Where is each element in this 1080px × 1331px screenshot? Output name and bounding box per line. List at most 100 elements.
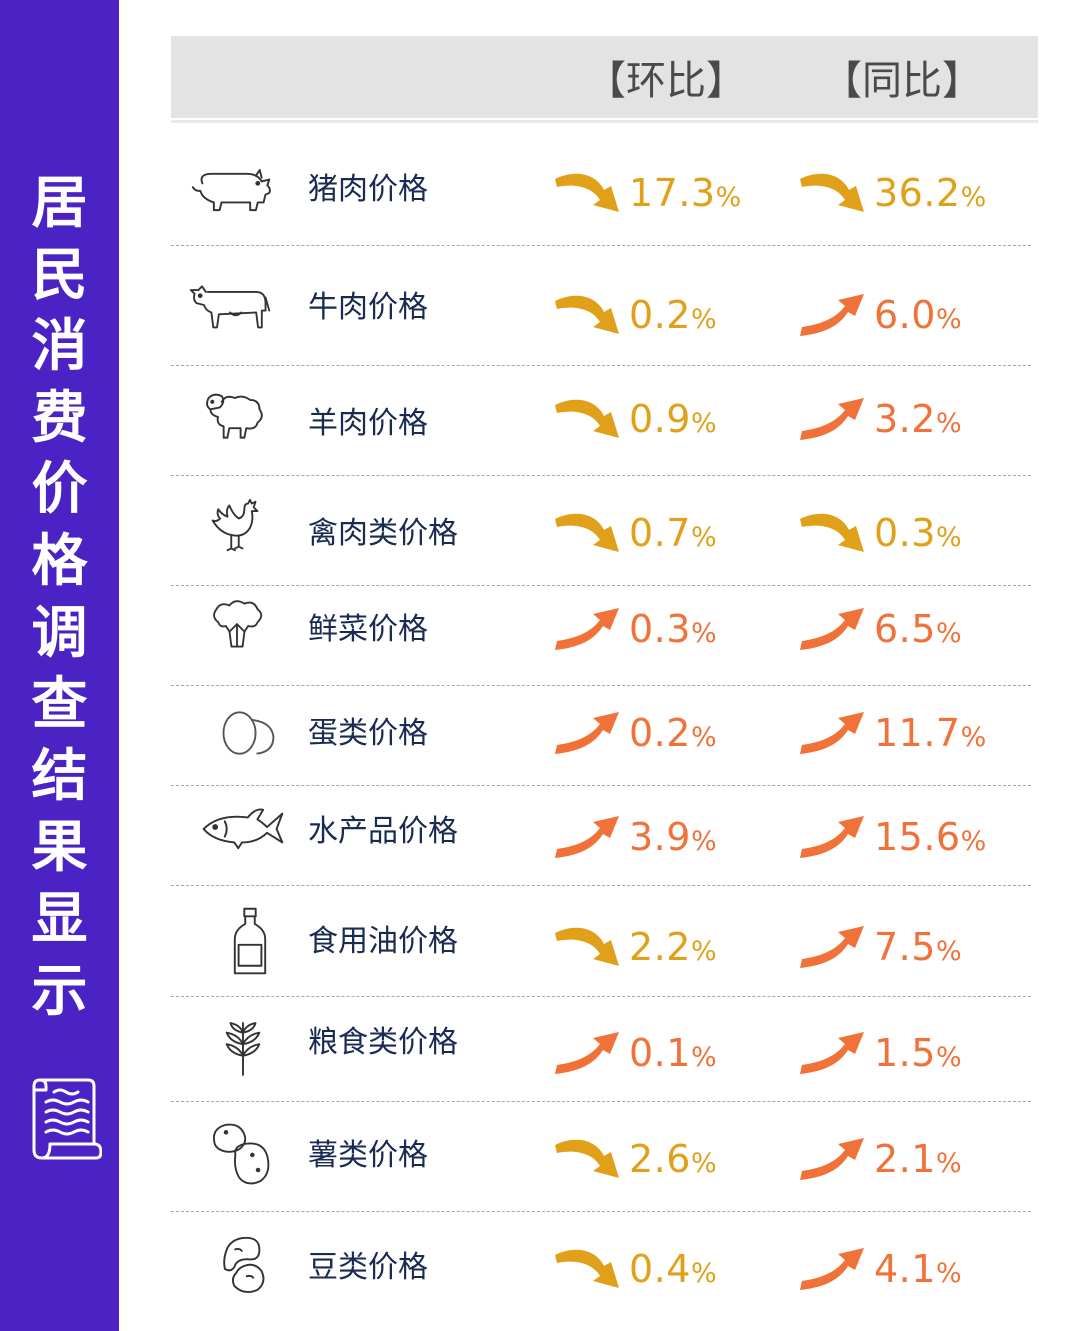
table-row: 食用油价格 2.2% 7.5% — [171, 886, 1031, 997]
value-number: 15.6 — [874, 815, 961, 859]
value-number: 0.7 — [629, 511, 691, 555]
header-divider — [171, 120, 1038, 123]
arrow-down-icon — [553, 1134, 623, 1184]
row-label: 牛肉价格 — [308, 290, 428, 325]
arrow-up-icon — [553, 812, 623, 862]
value-number: 3.9 — [629, 815, 691, 859]
arrow-up-icon — [798, 922, 868, 972]
row-divider — [171, 365, 1031, 366]
row-label: 禽肉类价格 — [308, 516, 458, 551]
row-divider — [171, 245, 1031, 246]
arrow-down-icon — [553, 168, 623, 218]
value-number: 6.0 — [874, 293, 936, 337]
title-char: 费 — [31, 385, 88, 451]
value-unit: % — [690, 522, 718, 553]
value-number: 11.7 — [874, 711, 961, 755]
title-char: 居 — [31, 171, 88, 236]
title-char: 消 — [31, 314, 88, 380]
row-label: 豆类价格 — [308, 1250, 428, 1285]
percent-value: 0.3% — [874, 510, 962, 561]
value-unit: % — [960, 722, 987, 753]
value-number: 0.3 — [629, 607, 691, 651]
row-divider — [171, 1211, 1031, 1212]
value-number: 6.5 — [874, 607, 936, 651]
table-row: 猪肉价格 17.3% 36.2% — [171, 126, 1031, 246]
value-unit: % — [935, 304, 963, 335]
table-row: 鲜菜价格 0.3% 6.5% — [171, 586, 1031, 686]
value-unit: % — [935, 408, 963, 439]
value-unit: % — [690, 304, 718, 335]
value-unit: % — [690, 1258, 718, 1289]
row-divider — [171, 996, 1031, 997]
percent-value: 0.9% — [629, 396, 717, 447]
title-char: 示 — [31, 958, 88, 1024]
value-unit: % — [960, 182, 987, 213]
column-header-mom: 【环比】 — [586, 58, 746, 104]
arrow-up-icon — [798, 290, 868, 340]
row-divider — [171, 475, 1031, 476]
percent-value: 3.9% — [629, 814, 717, 865]
title-char: 显 — [31, 886, 88, 952]
arrow-up-icon — [553, 1028, 623, 1078]
table-row: 水产品价格 3.9% 15.6% — [171, 786, 1031, 886]
value-number: 0.4 — [629, 1247, 691, 1291]
value-unit: % — [935, 1042, 963, 1073]
arrow-down-icon — [553, 290, 623, 340]
cow-icon — [189, 278, 273, 336]
row-divider — [171, 585, 1031, 586]
arrow-down-icon — [553, 508, 623, 558]
arrow-up-icon — [798, 708, 868, 758]
percent-value: 0.3% — [629, 606, 717, 657]
title-char: 价 — [31, 457, 88, 523]
arrow-up-icon — [553, 604, 623, 654]
row-label: 食用油价格 — [308, 924, 458, 959]
rooster-icon — [207, 498, 263, 558]
arrow-down-icon — [553, 922, 623, 972]
percent-value: 0.7% — [629, 510, 717, 561]
percent-value: 11.7% — [874, 710, 987, 761]
percent-value: 0.2% — [629, 292, 717, 343]
percent-value: 15.6% — [874, 814, 987, 865]
arrow-up-icon — [798, 812, 868, 862]
percent-value: 6.5% — [874, 606, 962, 657]
percent-value: 17.3% — [629, 170, 742, 221]
sidebar-title: 居 民 消 费 价 格 调 查 结 果 显 示 — [0, 168, 119, 1027]
value-unit: % — [935, 1148, 963, 1179]
wheat-icon — [219, 1019, 267, 1081]
title-char: 调 — [31, 600, 88, 666]
value-number: 4.1 — [874, 1247, 936, 1291]
value-unit: % — [960, 826, 987, 857]
value-unit: % — [715, 182, 742, 213]
column-header-yoy: 【同比】 — [822, 58, 982, 104]
row-divider — [171, 1101, 1031, 1102]
value-unit: % — [690, 722, 718, 753]
scroll-document-icon — [32, 1078, 102, 1160]
percent-value: 2.6% — [629, 1136, 717, 1187]
row-label: 蛋类价格 — [308, 716, 428, 751]
arrow-up-icon — [553, 708, 623, 758]
value-number: 2.6 — [629, 1137, 691, 1181]
value-unit: % — [690, 1148, 718, 1179]
title-char: 果 — [31, 815, 88, 881]
title-char: 查 — [31, 672, 88, 738]
value-unit: % — [690, 618, 718, 649]
title-char: 民 — [31, 242, 88, 308]
value-number: 3.2 — [874, 397, 936, 441]
value-number: 0.3 — [874, 511, 936, 555]
value-number: 2.2 — [629, 925, 691, 969]
percent-value: 2.2% — [629, 924, 717, 975]
value-unit: % — [690, 408, 718, 439]
table-row: 薯类价格 2.6% 2.1% — [171, 1102, 1031, 1212]
arrow-down-icon — [798, 508, 868, 558]
potato-icon — [209, 1120, 275, 1192]
value-number: 0.2 — [629, 711, 691, 755]
row-label: 羊肉价格 — [308, 406, 428, 441]
arrow-up-icon — [798, 1244, 868, 1294]
table-row: 羊肉价格 0.9% 3.2% — [171, 366, 1031, 476]
table-row: 禽肉类价格 0.7% 0.3% — [171, 476, 1031, 586]
value-unit: % — [935, 522, 963, 553]
value-number: 7.5 — [874, 925, 936, 969]
eggs-icon — [215, 706, 281, 764]
table-header — [171, 36, 1038, 118]
value-unit: % — [935, 936, 963, 967]
